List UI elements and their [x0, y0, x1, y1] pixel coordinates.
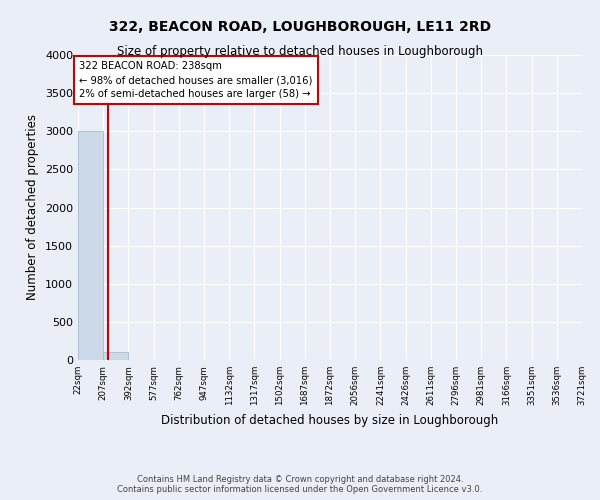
Y-axis label: Number of detached properties: Number of detached properties — [26, 114, 40, 300]
Bar — [78, 131, 103, 360]
Bar — [103, 352, 128, 360]
Text: Size of property relative to detached houses in Loughborough: Size of property relative to detached ho… — [117, 45, 483, 58]
X-axis label: Distribution of detached houses by size in Loughborough: Distribution of detached houses by size … — [161, 414, 499, 426]
Text: 322 BEACON ROAD: 238sqm
← 98% of detached houses are smaller (3,016)
2% of semi-: 322 BEACON ROAD: 238sqm ← 98% of detache… — [79, 61, 313, 99]
Text: 322, BEACON ROAD, LOUGHBOROUGH, LE11 2RD: 322, BEACON ROAD, LOUGHBOROUGH, LE11 2RD — [109, 20, 491, 34]
Text: Contains HM Land Registry data © Crown copyright and database right 2024.
Contai: Contains HM Land Registry data © Crown c… — [118, 474, 482, 494]
